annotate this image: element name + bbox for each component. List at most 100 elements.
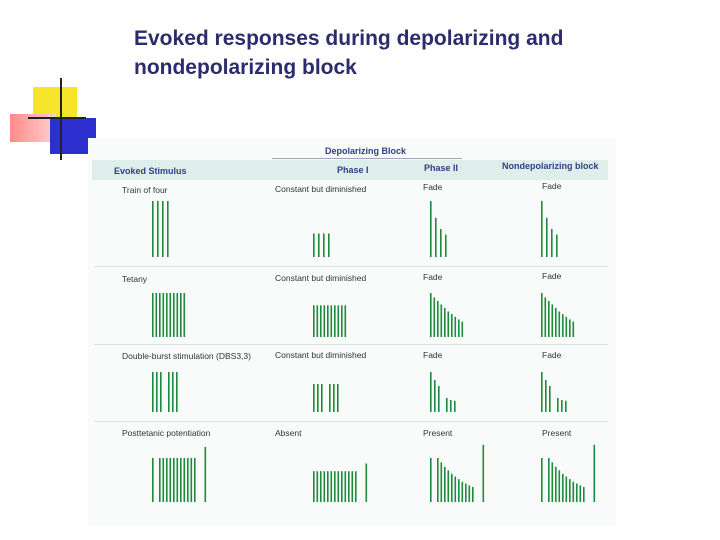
row-separator (94, 421, 608, 422)
row-3-nondepolarizing-bar (545, 380, 547, 412)
row-1-phase-1-bar (323, 233, 325, 257)
row-2-phase-1-bar (344, 305, 347, 337)
row-2-phase-1-bar (327, 305, 329, 337)
row-4-stimulus-bar (183, 458, 186, 502)
row-4-phase-1-bar (330, 471, 333, 502)
row-1-nondepolarizing-bar (551, 229, 553, 257)
row-3-phase-2: Fade (423, 350, 443, 360)
row-4-phase-1-bar (327, 471, 329, 502)
row-1-nondepolarizing-bar (541, 201, 543, 257)
header-evoked-stimulus: Evoked Stimulus (114, 166, 187, 176)
row-3-stimulus-bar (172, 372, 174, 412)
row-4-phase-1: Absent (275, 428, 302, 438)
row-2-phase-2: Fade (423, 272, 443, 282)
row-1-stimulus-bar (162, 201, 164, 257)
row-4-nondepolarizing-bar (555, 466, 557, 502)
row-4-phase-2-bar (430, 458, 432, 502)
row-4-stimulus-bar (194, 458, 196, 502)
row-2-nondepolarizing-bar (548, 300, 550, 337)
row-3-stimulus-bar (156, 372, 158, 412)
row-4-phase-2-bar (447, 470, 450, 502)
row-1-stimulus-bar (167, 201, 169, 257)
row-3-phase-1-bar (313, 384, 315, 412)
row-separator (94, 344, 608, 345)
row-2-phase-2-bar (454, 316, 457, 337)
header-phase-2: Phase II (424, 163, 459, 173)
row-3-phase-1-bar (329, 384, 331, 412)
row-4-phase-2-bar (458, 479, 460, 502)
decor-horizontal-line (28, 117, 86, 119)
row-1-phase-2-bar (435, 217, 437, 257)
row-1-stimulus: Train of four (122, 185, 168, 195)
row-2-nondepolarizing-bar (544, 297, 547, 337)
row-1-phase-2: Fade (423, 182, 443, 192)
row-2-nondepolarizing-bar (558, 311, 561, 337)
row-separator (94, 266, 608, 267)
row-4-stimulus-bar (169, 458, 172, 502)
row-4-nondepolarizing-bar (565, 476, 568, 502)
row-3-nondepolarizing-bar (549, 386, 551, 412)
row-2-nondepolarizing-bar (569, 319, 571, 337)
row-2-phase-2-bar (447, 311, 450, 337)
row-2-phase-2-bar (451, 314, 453, 337)
row-2-phase-1-bar (320, 305, 322, 337)
row-4-stimulus-bar (162, 458, 165, 502)
row-2-stimulus-bar (183, 293, 186, 337)
row-4-phase-1-bar (341, 471, 343, 502)
row-1-nondepolarizing-bar (546, 217, 548, 257)
row-2-nondepolarizing-bar (555, 307, 557, 337)
row-4-nondepolarizing-bar (572, 481, 575, 502)
row-2-stimulus-bar (155, 293, 158, 337)
row-3-phase-1-bar (337, 384, 339, 412)
row-4-nondepolarizing-bar (593, 444, 596, 502)
row-2-phase-1: Constant but diminished (275, 273, 367, 283)
row-3-nondepolarizing: Fade (542, 350, 562, 360)
row-4-phase-1-bar (351, 471, 354, 502)
row-4-phase-2-bar (454, 476, 457, 502)
row-4-nondepolarizing-bar (569, 479, 571, 502)
row-4-phase-2-bar (461, 481, 464, 502)
row-4-nondepolarizing-bar (583, 487, 585, 502)
row-2-stimulus-bar (176, 293, 179, 337)
row-4-phase-1-bar (323, 471, 326, 502)
row-2-stimulus-bar (169, 293, 172, 337)
row-1-phase-1-bar (313, 233, 315, 257)
row-2-phase-1-bar (337, 305, 340, 337)
row-4-phase-1-bar (337, 471, 340, 502)
row-2-stimulus: Tetany (122, 274, 148, 284)
row-4-stimulus-bar (166, 458, 168, 502)
row-2-stimulus-bar (162, 293, 165, 337)
row-2-phase-1-bar (341, 305, 343, 337)
row-4-phase-2-bar (444, 466, 446, 502)
row-3-phase-2-bar (450, 400, 452, 412)
row-4-phase-2-bar (440, 462, 443, 502)
row-2-phase-1-bar (323, 305, 326, 337)
row-2-phase-2-bar (433, 297, 436, 337)
row-4-phase-2-bar (472, 487, 474, 502)
row-4-phase-2-bar (465, 483, 467, 502)
row-4-phase-2-bar (482, 444, 485, 502)
row-4-nondepolarizing-bar (551, 462, 554, 502)
row-4-phase-1-bar (320, 471, 322, 502)
row-4-stimulus-bar (152, 458, 154, 502)
row-2-phase-2-bar (444, 307, 446, 337)
row-4-phase-1-bar (355, 471, 357, 502)
row-2-phase-2-bar (458, 319, 460, 337)
header-band (92, 160, 608, 180)
row-4-phase-1-bar (344, 471, 347, 502)
row-1-nondepolarizing-bar (556, 234, 558, 257)
row-2-stimulus-bar (159, 293, 161, 337)
row-3-stimulus-bar (168, 372, 170, 412)
row-3-nondepolarizing-bar (557, 398, 559, 412)
row-2-phase-2-bar (461, 321, 464, 337)
row-3-stimulus-bar (176, 372, 178, 412)
header-phase-1: Phase I (337, 165, 369, 175)
row-2-phase-2-bar (437, 300, 439, 337)
row-1-phase-2-bar (445, 234, 447, 257)
header-depolarizing-rule (272, 158, 462, 159)
row-2-phase-2-bar (440, 304, 443, 337)
row-4-phase-2-bar (437, 458, 439, 502)
row-2-nondepolarizing-bar (572, 321, 575, 337)
row-4-phase-2-bar (468, 485, 471, 502)
